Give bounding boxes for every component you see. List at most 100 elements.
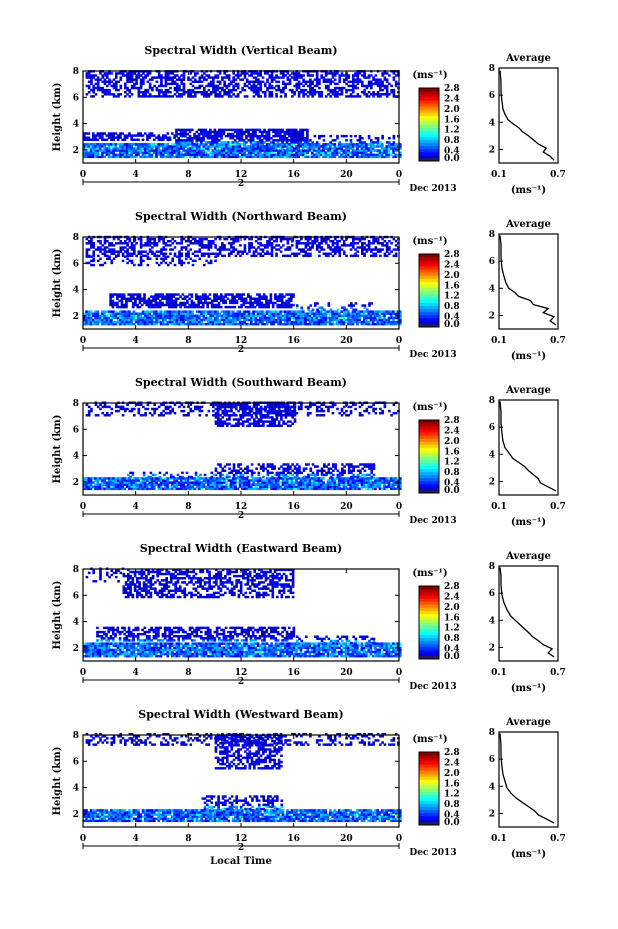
- heatmap-cell: [245, 137, 248, 140]
- heatmap-cell: [387, 147, 391, 150]
- heatmap-cell: [245, 95, 249, 98]
- heatmap-cell: [342, 314, 346, 318]
- heatmap-cell: [125, 312, 129, 315]
- heatmap-cell: [239, 74, 242, 77]
- heatmap-cell: [152, 297, 155, 300]
- heatmap-cell: [358, 151, 361, 154]
- colorbar-tick-label: 2.0: [444, 105, 460, 115]
- heatmap-cell: [327, 405, 330, 409]
- heatmap-cell: [128, 91, 132, 94]
- heatmap-cell: [129, 299, 133, 303]
- heatmap-cell: [326, 310, 330, 313]
- heatmap-cell: [262, 295, 266, 298]
- heatmap-cell: [218, 93, 222, 96]
- heatmap-cell: [236, 143, 240, 146]
- heatmap-cell: [331, 155, 334, 159]
- heatmap-cell: [142, 405, 145, 409]
- heatmap-cell: [83, 312, 86, 315]
- heatmap-cell: [333, 145, 337, 148]
- heatmap-cell: [392, 91, 396, 94]
- heatmap-cell: [324, 320, 328, 324]
- heatmap-cell: [205, 84, 208, 88]
- heatmap-cell: [119, 239, 123, 243]
- heatmap-cell: [361, 74, 364, 77]
- heatmap-cell: [123, 145, 127, 148]
- heatmap-cell: [175, 84, 179, 88]
- heatmap-cell: [376, 322, 380, 326]
- heatmap-cell: [180, 314, 183, 318]
- heatmap-cell: [274, 295, 277, 298]
- heatmap-cell: [162, 314, 165, 318]
- heatmap-cell: [240, 295, 243, 298]
- heatmap-cell: [206, 137, 210, 140]
- heatmap-cell: [265, 295, 268, 298]
- heatmap-cell: [320, 237, 323, 241]
- heatmap-cell: [279, 137, 282, 140]
- heatmap-cell: [110, 84, 114, 88]
- heatmap-cell: [372, 82, 375, 86]
- heatmap-cell: [107, 134, 111, 137]
- heatmap-cell: [320, 312, 323, 315]
- heatmap-cell: [265, 303, 268, 307]
- heatmap-cell: [234, 95, 238, 98]
- heatmap-cell: [225, 314, 228, 318]
- heatmap-cell: [304, 242, 308, 245]
- heatmap-cell: [123, 320, 127, 324]
- heatmap-cell: [171, 82, 175, 86]
- heatmap-cell: [358, 318, 361, 322]
- heatmap-cell: [232, 84, 235, 88]
- heatmap-cell: [203, 76, 206, 79]
- heatmap-cell: [143, 147, 147, 150]
- heatmap-cell: [117, 254, 120, 258]
- heatmap-cell: [275, 237, 278, 241]
- heatmap-cell: [349, 139, 353, 142]
- heatmap-cell: [227, 76, 231, 79]
- heatmap-cell: [308, 322, 312, 326]
- heatmap-cell: [162, 155, 165, 159]
- heatmap-cell: [313, 320, 316, 324]
- heatmap-cell: [212, 76, 215, 79]
- heatmap-cell: [243, 250, 247, 253]
- heatmap-cell: [210, 299, 214, 303]
- heatmap-cell: [286, 143, 289, 146]
- heatmap-cell: [189, 320, 192, 324]
- heatmap-cell: [137, 147, 140, 150]
- heatmap-cell: [327, 304, 331, 307]
- heatmap-cell: [326, 147, 330, 150]
- heatmap-cell: [381, 74, 384, 77]
- heatmap-cell: [256, 297, 259, 300]
- heatmap-cell: [245, 316, 249, 320]
- heatmap-cell: [297, 316, 301, 320]
- heatmap-cell: [383, 254, 387, 258]
- heatmap-cell: [92, 320, 95, 324]
- heatmap-cell: [157, 405, 161, 409]
- heatmap-cell: [195, 130, 199, 134]
- heatmap-cell: [110, 145, 113, 148]
- heatmap-cell: [245, 147, 249, 150]
- heatmap-cell: [295, 84, 299, 88]
- heatmap-cell: [254, 72, 258, 75]
- heatmap-cell: [399, 320, 402, 324]
- heatmap-cell: [259, 312, 262, 315]
- heatmap-cell: [288, 407, 292, 411]
- heatmap-cell: [211, 145, 215, 148]
- heatmap-cell: [186, 310, 190, 313]
- heatmap-cell: [174, 303, 178, 307]
- heatmap-cell: [378, 149, 382, 152]
- heatmap-cell: [358, 411, 362, 415]
- heatmap-cell: [272, 145, 276, 148]
- heatmap-cell: [281, 130, 284, 134]
- heatmap-cell: [196, 407, 199, 411]
- heatmap-cell: [139, 155, 143, 159]
- heatmap-cell: [236, 252, 240, 255]
- heatmap-cell: [297, 130, 300, 134]
- heatmap-cell: [205, 78, 208, 81]
- heatmap-cell: [164, 322, 167, 326]
- heatmap-cell: [243, 72, 247, 75]
- heatmap-cell: [195, 134, 199, 138]
- heatmap-cell: [141, 322, 145, 326]
- heatmap-cell: [180, 320, 183, 324]
- heatmap-cell: [161, 293, 164, 296]
- heatmap-cell: [347, 320, 350, 324]
- heatmap-cell: [162, 239, 165, 243]
